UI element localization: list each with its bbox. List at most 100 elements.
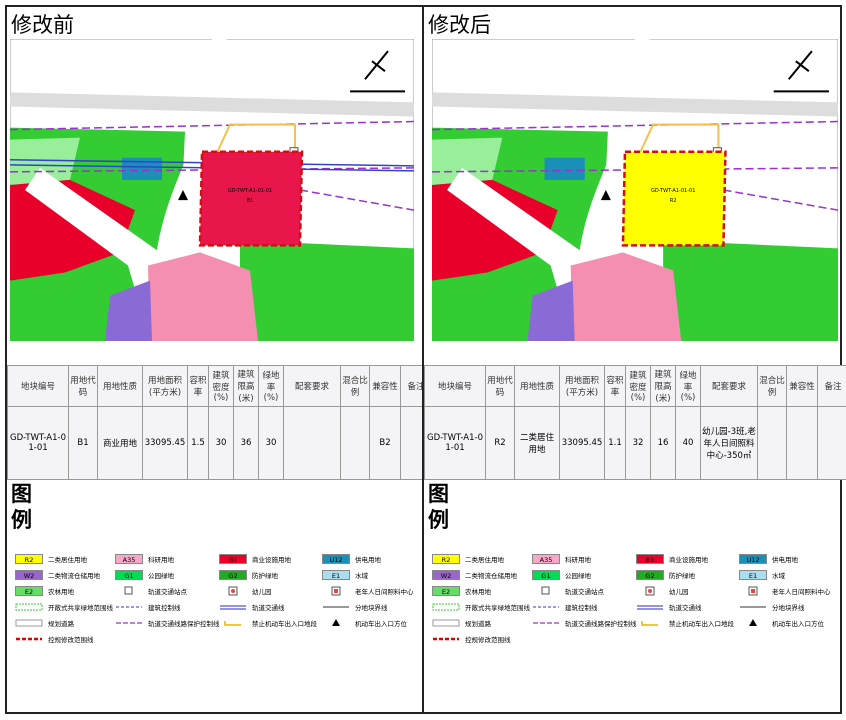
data-row: GD-TWT-A1-01-01 R2 二类居住用地 33095.45 1.1 32 16 40…	[424, 406, 846, 480]
data-cell: 1.1	[604, 406, 626, 480]
legend-swatch: E2	[432, 585, 460, 596]
legend-item: B1 商业设施用地	[219, 553, 322, 564]
data-table: 地块编号 用地代码 用地性质 用地面积(平方米) 容积率 建筑密度(%) 建筑限高(米) 绿地…	[424, 365, 846, 480]
legend-item: 禁止机动车出入口地段	[219, 617, 322, 628]
legend-label: 老年人日间照料中心	[772, 587, 831, 596]
legend-swatch: A35	[115, 553, 143, 564]
legend-swatch: E1	[739, 569, 767, 580]
legend-label: 禁止机动车出入口地段	[669, 619, 734, 628]
data-cell: 商业用地	[97, 406, 143, 480]
legend-symbol	[636, 602, 664, 612]
header-cell: 用地性质	[97, 365, 143, 407]
legend-icon	[228, 586, 238, 595]
legend-item: E1 水域	[322, 569, 422, 580]
legend-label: 农林用地	[465, 587, 491, 596]
legend-symbol	[219, 586, 247, 596]
legend-item: A35 科研用地	[532, 553, 636, 564]
legend-icon	[116, 606, 142, 607]
legend-label: 二类居住用地	[465, 555, 504, 564]
legend-symbol	[219, 602, 247, 612]
data-cell	[786, 406, 818, 480]
header-cell: 混合比例	[757, 365, 787, 407]
legend-item: 建筑控制线	[532, 601, 636, 612]
legend-item: 规划道路	[15, 617, 115, 628]
panel-title: 修改后	[428, 13, 491, 37]
legend-icon	[323, 606, 349, 607]
parcel-code: B1	[247, 198, 254, 204]
legend-swatch: G1	[115, 569, 143, 580]
legend-label: 轨道交通站点	[148, 587, 187, 596]
legend-label: 幼儿园	[669, 587, 689, 596]
header-cell: 用地性质	[514, 365, 560, 407]
legend-symbol	[739, 602, 767, 612]
legend-icon	[432, 603, 460, 610]
legend-icon	[740, 606, 766, 607]
panel: 修改后 GD-TWT-A1-01-01 R2 地块编号 用地代码 用地性质 用地面积(…	[422, 5, 846, 714]
legend-item: 轨道交通站点	[532, 585, 636, 596]
legend-symbol	[15, 618, 43, 628]
legend-label: 控规修改范围线	[48, 635, 94, 644]
legend-label: 轨道交通线	[669, 603, 702, 612]
data-cell: 32	[625, 406, 651, 480]
header-cell: 建筑密度(%)	[208, 365, 234, 407]
legend-label: 轨道交通站点	[565, 587, 604, 596]
legend-symbol	[739, 586, 767, 596]
legend-item: A35 科研用地	[115, 553, 219, 564]
map-wrap: GD-TWT-A1-01-01 R2	[431, 37, 839, 345]
legend-label: 科研用地	[148, 555, 174, 564]
data-cell: 30	[258, 406, 284, 480]
legend-item: 老年人日间照料中心	[322, 585, 422, 596]
legend-label: 二类物流仓储用地	[48, 571, 100, 580]
legend-label: 轨道交通线	[252, 603, 285, 612]
parcel-code: R2	[670, 198, 677, 204]
header-cell: 地块编号	[7, 365, 69, 407]
legend-icon	[541, 586, 550, 594]
legend-symbol	[219, 618, 247, 628]
legend-item: 幼儿园	[219, 585, 322, 596]
legend-label: 供电用地	[355, 555, 381, 564]
legend-item: 轨道交通线	[636, 601, 739, 612]
legend-swatch: R2	[432, 553, 460, 564]
legend-item: G1 公园绿地	[532, 569, 636, 580]
data-cell: GD-TWT-A1-01-01	[7, 406, 69, 480]
legend-icon	[16, 637, 42, 640]
legend-icon	[116, 621, 142, 624]
legend-label: 农林用地	[48, 587, 74, 596]
legend-symbol	[322, 586, 350, 596]
data-cell: 40	[675, 406, 701, 480]
legend-item: 轨道交通线路保护控制线	[115, 617, 220, 628]
legend-item: E2 农林用地	[15, 585, 115, 596]
legend-symbol	[322, 602, 350, 612]
legend-icon	[533, 621, 559, 624]
legend-swatch: R2	[15, 553, 43, 564]
legend-label: 控规修改范围线	[465, 635, 511, 644]
legend-swatch: E1	[322, 569, 350, 580]
legend-swatch: U12	[322, 553, 350, 564]
legend-item: 分地块界线	[739, 601, 839, 612]
legend-icon	[220, 604, 246, 610]
legend-label: 二类物流仓储用地	[465, 571, 517, 580]
header-cell: 建筑密度(%)	[625, 365, 651, 407]
legend-item: 控规修改范围线	[432, 633, 532, 644]
parcel-id: GD-TWT-A1-01-01	[651, 188, 695, 194]
legend-label: 幼儿园	[252, 587, 272, 596]
legend-item: 老年人日间照料中心	[739, 585, 839, 596]
parcel-id: GD-TWT-A1-01-01	[228, 188, 272, 194]
legend-label: 科研用地	[565, 555, 591, 564]
legend-item: 开敞式共享绿地范围线	[15, 601, 115, 612]
legend-swatch: E2	[15, 585, 43, 596]
legend-item: 幼儿园	[636, 585, 739, 596]
legend-label: 机动车出入口方位	[772, 619, 824, 628]
legend-swatch: W2	[15, 569, 43, 580]
header-cell: 用地代码	[485, 365, 515, 407]
panel-title: 修改前	[11, 13, 74, 37]
data-cell: 36	[233, 406, 259, 480]
legend-symbol	[15, 634, 43, 644]
panel: 修改前 GD-TWT-A1-01-01 B1 地块编号 用地代码 用地性质 用地面积(…	[5, 5, 432, 714]
legend-label: 公园绿地	[565, 571, 591, 580]
data-cell: GD-TWT-A1-01-01	[424, 406, 486, 480]
legend-label: 建筑控制线	[565, 603, 598, 612]
data-cell: 1.5	[187, 406, 209, 480]
legend-item: G2 防护绿地	[636, 569, 739, 580]
legend-item: R2 二类居住用地	[432, 553, 532, 564]
